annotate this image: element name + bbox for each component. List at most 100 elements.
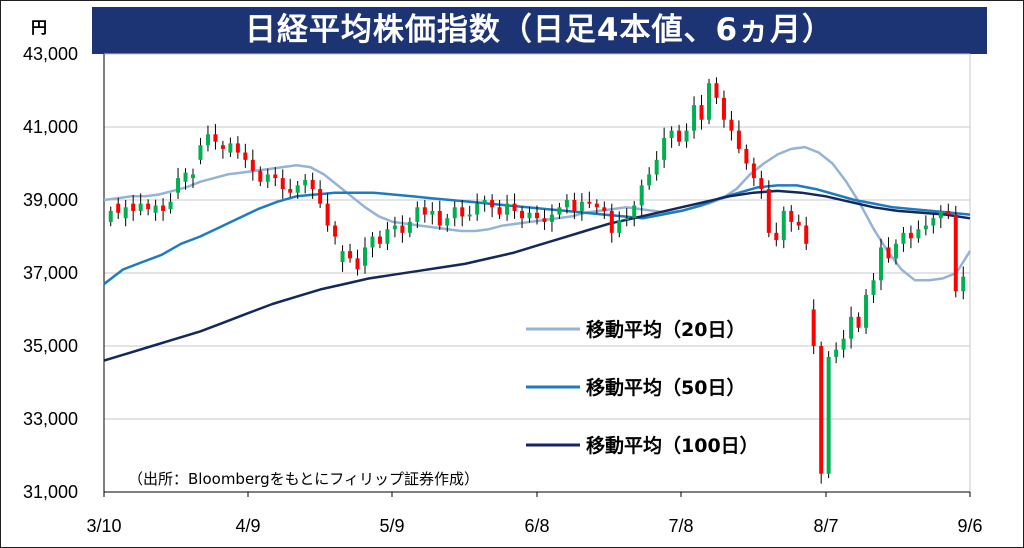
candle-body — [243, 152, 248, 160]
candle-body — [781, 210, 786, 241]
y-tick-label: 31,000 — [23, 482, 78, 502]
candle-body — [886, 247, 891, 259]
candle-body — [385, 229, 390, 244]
legend-label: 移動平均（50日） — [586, 376, 745, 399]
candle-body — [774, 232, 779, 241]
legend: 移動平均（20日） 移動平均（50日） 移動平均（100日） — [526, 318, 759, 457]
candle-body — [482, 200, 487, 204]
candle-body — [864, 294, 869, 328]
candle-body — [220, 145, 225, 149]
candle-body — [250, 159, 255, 171]
candle-body — [624, 218, 629, 221]
candle-body — [549, 214, 554, 222]
candle-body — [280, 178, 285, 190]
candle-body — [325, 203, 330, 226]
chart-title: 日経平均株価指数（日足4本値、6ヵ月） — [92, 7, 987, 54]
candle-body — [527, 212, 532, 219]
candle-body — [699, 105, 704, 120]
x-axis-ticks: 3/10 4/9 5/9 6/8 7/8 8/7 9/6 — [86, 492, 983, 536]
candle-body — [400, 225, 405, 233]
candle-body — [669, 130, 674, 138]
candle-body — [744, 148, 749, 164]
candle-body — [564, 200, 569, 208]
y-tick-label: 37,000 — [23, 263, 78, 283]
source-note: （出所：Bloombergをもとにフィリップ証券作成） — [128, 470, 479, 488]
y-tick-label: 33,000 — [23, 409, 78, 429]
x-tick-label: 8/7 — [813, 516, 838, 536]
candle-body — [572, 200, 577, 211]
candle-body — [168, 201, 173, 210]
candle-body — [587, 201, 592, 204]
y-tick-label: 41,000 — [23, 117, 78, 137]
candle-body — [295, 185, 300, 193]
candle-body — [146, 203, 151, 210]
candle-body — [856, 316, 861, 328]
candle-body — [707, 83, 711, 120]
candle-body — [938, 210, 943, 219]
candle-body — [213, 134, 218, 142]
candle-body — [639, 185, 644, 206]
candle-body — [131, 203, 136, 211]
candle-body — [161, 205, 166, 211]
candle-body — [692, 105, 697, 131]
candle-body — [751, 163, 756, 179]
candle-body — [961, 276, 966, 292]
candle-body — [138, 203, 143, 211]
candle-body — [804, 225, 809, 244]
candle-body — [235, 143, 240, 153]
candle-body — [946, 210, 951, 215]
candle-body — [811, 309, 816, 346]
candle-body — [377, 236, 382, 244]
candle-body — [183, 172, 188, 182]
candle-body — [789, 210, 794, 222]
candle-body — [834, 349, 839, 357]
candle-body — [205, 134, 210, 146]
legend-label: 移動平均（20日） — [586, 318, 745, 341]
candle-body — [736, 130, 741, 149]
y-tick-label: 39,000 — [23, 190, 78, 210]
candle-body — [116, 203, 121, 213]
y-tick-label: 35,000 — [23, 336, 78, 356]
candle-body — [796, 221, 801, 226]
candle-body — [176, 178, 181, 193]
candle-body — [632, 205, 637, 219]
x-tick-label: 7/8 — [668, 516, 693, 536]
candle-body — [714, 83, 719, 98]
candle-body — [520, 210, 525, 219]
candle-body — [318, 189, 323, 204]
candle-body — [557, 207, 562, 215]
candle-body — [363, 247, 367, 266]
candle-body — [108, 210, 113, 222]
candle-body — [392, 225, 397, 230]
candle-body — [422, 207, 427, 215]
candle-body — [265, 174, 270, 182]
candle-body — [535, 212, 539, 219]
candle-body — [759, 178, 764, 190]
candle-body — [258, 170, 263, 182]
candle-body — [512, 203, 517, 211]
candle-body — [841, 338, 846, 350]
candle-body — [721, 97, 726, 120]
candle-body — [953, 214, 958, 292]
x-tick-label: 5/9 — [379, 516, 404, 536]
candle-body — [677, 130, 682, 142]
candle-body — [228, 143, 233, 153]
candle-body — [729, 119, 734, 131]
gridlines — [103, 53, 971, 493]
candle-body — [348, 251, 353, 259]
candle-body — [602, 207, 607, 211]
x-tick-label: 3/10 — [86, 516, 121, 536]
candle-body — [191, 174, 195, 179]
candle-body — [303, 179, 308, 186]
candle-body — [310, 179, 315, 190]
candle-body — [467, 214, 472, 217]
candle-body — [923, 225, 928, 230]
candle-body — [901, 232, 906, 244]
candle-body — [654, 159, 659, 175]
candle-body — [475, 203, 480, 215]
candle-body — [766, 189, 771, 233]
candle-body — [662, 137, 667, 160]
candle-body — [893, 243, 898, 259]
x-tick-label: 9/6 — [957, 516, 982, 536]
